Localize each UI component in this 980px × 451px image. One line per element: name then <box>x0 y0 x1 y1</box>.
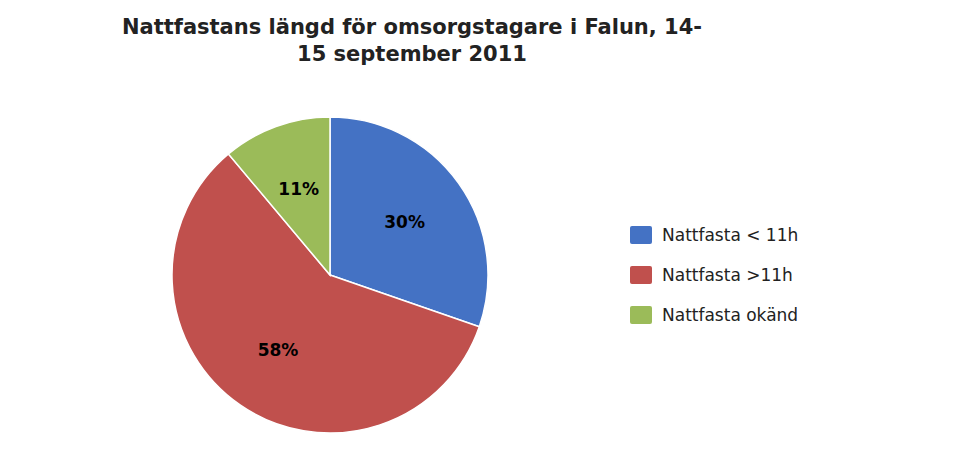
chart-container: Nattfastans längd för omsorgstagare i Fa… <box>0 0 980 451</box>
legend-swatch <box>630 226 652 244</box>
legend-swatch <box>630 266 652 284</box>
data-label: 58% <box>258 340 299 360</box>
legend-label: Nattfasta < 11h <box>662 225 798 245</box>
title-line: 15 september 2011 <box>297 42 527 66</box>
legend-swatch <box>630 306 652 324</box>
title: Nattfastans längd för omsorgstagare i Fa… <box>122 15 702 66</box>
chart: Nattfastans längd för omsorgstagare i Fa… <box>0 0 980 451</box>
pie-slice <box>228 117 330 275</box>
data-label: 11% <box>278 179 319 199</box>
legend-label: Nattfasta >11h <box>662 265 793 285</box>
pie <box>172 117 488 433</box>
legend-label: Nattfasta okänd <box>662 305 798 325</box>
title-line: Nattfastans längd för omsorgstagare i Fa… <box>122 15 702 39</box>
data-label: 30% <box>384 212 425 232</box>
legend: Nattfasta < 11h Nattfasta >11h Nattfasta o… <box>630 225 798 325</box>
data-labels: 30% 58% 11% <box>258 179 425 361</box>
